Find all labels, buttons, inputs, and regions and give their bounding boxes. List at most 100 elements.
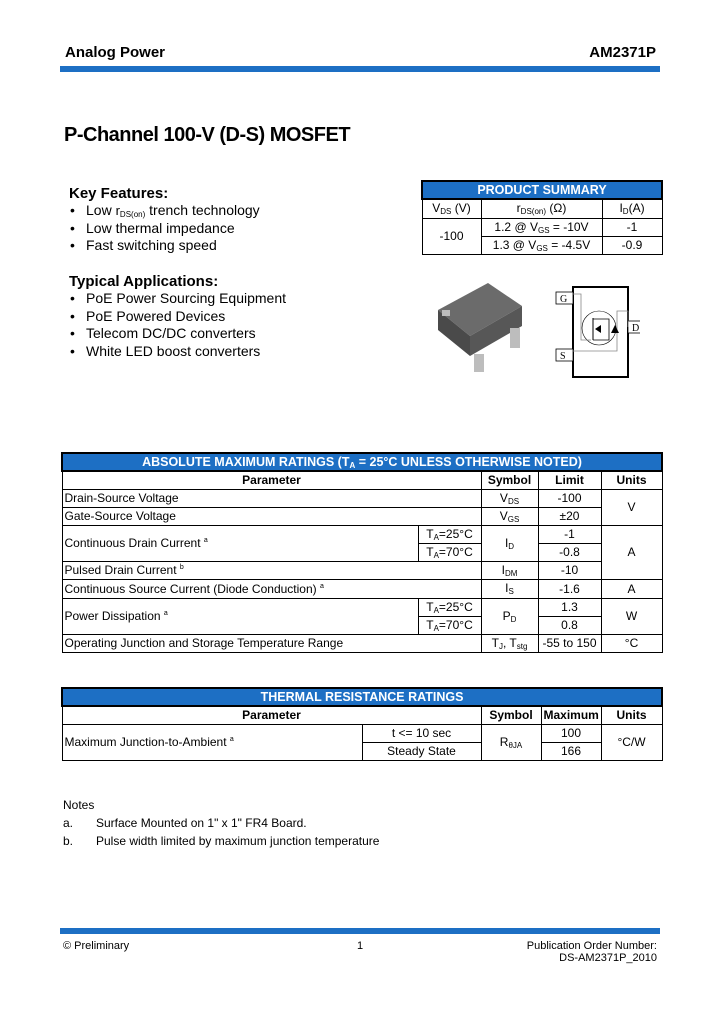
condition-cell: TA=70°C bbox=[417, 542, 482, 562]
unit-cell: A bbox=[600, 578, 663, 599]
table-row: Power Dissipation a TA=25°C PD 1.3 W bbox=[61, 597, 663, 635]
application-item: White LED boost converters bbox=[69, 343, 286, 361]
application-item: PoE Power Sourcing Equipment bbox=[69, 290, 286, 308]
condition-cell: t <= 10 sec bbox=[361, 723, 482, 743]
absolute-maximum-ratings-table: ABSOLUTE MAXIMUM RATINGS (TA = 25°C UNLE… bbox=[60, 452, 664, 653]
mosfet-schematic: G S D bbox=[555, 286, 640, 378]
symbol-cell: IDM bbox=[480, 560, 539, 580]
maximum-cell: 166 bbox=[540, 741, 602, 761]
id-value: -1 bbox=[601, 217, 663, 237]
product-summary-table: PRODUCT SUMMARY VDS (V) rDS(on) (Ω) ID(A… bbox=[420, 180, 664, 255]
param-cell: Continuous Source Current (Diode Conduct… bbox=[61, 578, 482, 599]
limit-cell: ±20 bbox=[537, 506, 602, 526]
limit-cell: -1 bbox=[537, 524, 602, 544]
page-title: P-Channel 100-V (D-S) MOSFET bbox=[64, 124, 351, 146]
application-item: Telecom DC/DC converters bbox=[69, 325, 286, 343]
part-number: AM2371P bbox=[589, 44, 656, 61]
unit-cell: W bbox=[600, 597, 663, 635]
symbol-cell: VGS bbox=[480, 506, 539, 526]
maximum-cell: 100 bbox=[540, 723, 602, 743]
publication-number: Publication Order Number: DS-AM2371P_201… bbox=[527, 940, 657, 964]
rds-header: rDS(on) (Ω) bbox=[480, 198, 603, 219]
publication-id: DS-AM2371P_2010 bbox=[559, 952, 657, 964]
symbol-header: Symbol bbox=[480, 705, 542, 725]
application-item: PoE Powered Devices bbox=[69, 308, 286, 326]
param-cell: Gate-Source Voltage bbox=[61, 506, 482, 526]
typical-applications: Typical Applications: PoE Power Sourcing… bbox=[69, 273, 286, 360]
table-row: Gate-Source Voltage VGS ±20 bbox=[61, 506, 662, 526]
symbol-cell: VDS bbox=[480, 488, 539, 508]
condition-cell: TA=70°C bbox=[417, 615, 482, 635]
table-row: TA=70°C 0.8 bbox=[62, 615, 662, 635]
id-header: ID(A) bbox=[601, 198, 663, 219]
vds-value: -100 bbox=[421, 217, 482, 255]
limit-cell: -55 to 150 bbox=[537, 633, 602, 653]
limit-cell: 0.8 bbox=[537, 615, 602, 635]
table-row: Pulsed Drain Current b IDM -10 bbox=[61, 560, 662, 580]
thermal-resistance-table: THERMAL RESISTANCE RATINGS Parameter Sym… bbox=[60, 687, 664, 761]
page-number: 1 bbox=[357, 940, 364, 952]
unit-cell: °C bbox=[600, 633, 663, 653]
abs-max-title: ABSOLUTE MAXIMUM RATINGS (TA = 25°C UNLE… bbox=[60, 452, 664, 472]
limit-cell: 1.3 bbox=[537, 597, 602, 617]
parameter-header: Parameter bbox=[61, 705, 482, 725]
gate-label: G bbox=[560, 294, 567, 305]
parameter-header: Parameter bbox=[61, 470, 482, 490]
table-row: Operating Junction and Storage Temperatu… bbox=[61, 633, 663, 653]
key-features: Key Features: Low rDS(on) trench technol… bbox=[69, 185, 260, 255]
vds-header: VDS (V) bbox=[421, 198, 482, 219]
param-cell: Continuous Drain Current a bbox=[61, 524, 419, 562]
symbol-cell: RθJA bbox=[480, 723, 542, 761]
product-summary-title: PRODUCT SUMMARY bbox=[420, 180, 664, 200]
rds-value: 1.3 @ VGS = -4.5V bbox=[480, 235, 603, 255]
condition-cell: TA=25°C bbox=[417, 524, 482, 544]
condition-cell: TA=25°C bbox=[417, 597, 482, 617]
sot23-package-image bbox=[438, 283, 522, 372]
table-row: Continuous Drain Current a TA=25°C ID -1… bbox=[61, 524, 663, 580]
notes-heading: Notes bbox=[63, 798, 95, 812]
source-label: S bbox=[560, 351, 566, 362]
thermal-title: THERMAL RESISTANCE RATINGS bbox=[60, 687, 664, 707]
symbol-header: Symbol bbox=[480, 470, 539, 490]
units-header: Units bbox=[600, 705, 663, 725]
units-header: Units bbox=[600, 470, 663, 490]
feature-item: Low rDS(on) trench technology bbox=[69, 202, 260, 220]
condition-cell: Steady State bbox=[361, 741, 482, 761]
symbol-cell: IS bbox=[480, 578, 539, 599]
symbol-cell: TJ, Tstg bbox=[480, 633, 539, 653]
table-row: Continuous Source Current (Diode Conduct… bbox=[61, 578, 663, 599]
limit-cell: -100 bbox=[537, 488, 602, 508]
applications-heading: Typical Applications: bbox=[69, 273, 219, 290]
limit-header: Limit bbox=[537, 470, 602, 490]
footer-bar bbox=[60, 928, 660, 934]
note-text: Pulse width limited by maximum junction … bbox=[96, 834, 380, 848]
param-cell: Maximum Junction-to-Ambient a bbox=[61, 723, 363, 761]
feature-item: Low thermal impedance bbox=[69, 220, 260, 238]
note-label: b. bbox=[63, 834, 74, 848]
table-row: Drain-Source Voltage VDS -100 V bbox=[61, 488, 663, 526]
table-row: Maximum Junction-to-Ambient a t <= 10 se… bbox=[61, 723, 663, 761]
symbol-cell: PD bbox=[480, 597, 539, 635]
company-name: Analog Power bbox=[65, 44, 166, 61]
maximum-header: Maximum bbox=[540, 705, 602, 725]
limit-cell: -0.8 bbox=[537, 542, 602, 562]
limit-cell: -10 bbox=[537, 560, 602, 580]
table-row: Steady State 166 bbox=[62, 741, 662, 761]
header-bar bbox=[60, 66, 660, 72]
note-label: a. bbox=[63, 816, 74, 830]
unit-cell: °C/W bbox=[600, 723, 663, 761]
unit-cell: V bbox=[600, 488, 663, 526]
drain-label: D bbox=[632, 323, 639, 334]
limit-cell: -1.6 bbox=[537, 578, 602, 599]
id-value: -0.9 bbox=[601, 235, 663, 255]
note-text: Surface Mounted on 1" x 1" FR4 Board. bbox=[96, 816, 307, 830]
table-row: TA=70°C -0.8 bbox=[62, 542, 662, 562]
param-cell: Operating Junction and Storage Temperatu… bbox=[61, 633, 482, 653]
publication-label: Publication Order Number: bbox=[526, 940, 657, 952]
param-cell: Pulsed Drain Current b bbox=[61, 560, 482, 580]
key-features-heading: Key Features: bbox=[69, 185, 169, 202]
footer-status: © Preliminary bbox=[63, 940, 130, 952]
symbol-cell: ID bbox=[480, 524, 539, 562]
param-cell: Drain-Source Voltage bbox=[61, 488, 482, 508]
